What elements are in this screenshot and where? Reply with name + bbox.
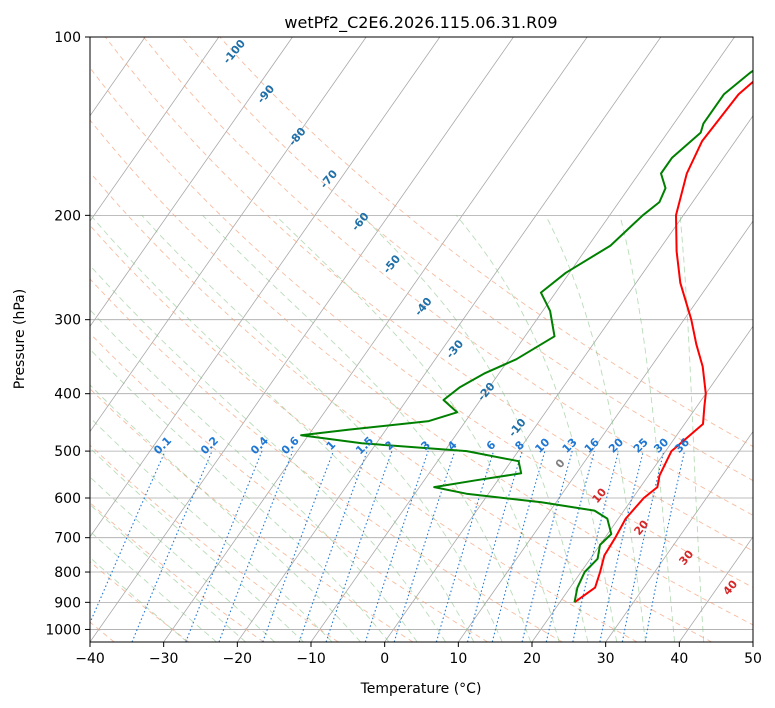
temperature-line bbox=[573, 80, 753, 604]
isotherm-line bbox=[679, 536, 753, 642]
dry-adiabat-line bbox=[143, 37, 753, 516]
mixing-ratio-line bbox=[131, 450, 213, 642]
dry-adiabat-line bbox=[90, 119, 753, 626]
y-tick-label: 200 bbox=[54, 208, 81, 224]
y-axis-ticks: 100 200 300 400 500 600 700 800 900 1000 bbox=[45, 30, 90, 638]
dry-adiabat-line bbox=[90, 224, 638, 642]
y-tick-label: 500 bbox=[54, 444, 81, 460]
isotherm-line bbox=[384, 115, 753, 642]
moist-adiabat-line bbox=[545, 215, 647, 642]
mixing-ratio-line bbox=[185, 450, 263, 642]
moist-adiabat-line bbox=[90, 476, 275, 642]
chart-title: wetPf2_C2E6.2026.115.06.31.R09 bbox=[284, 13, 557, 33]
isotherm-line bbox=[90, 37, 293, 327]
mixing-ratio-line bbox=[218, 450, 294, 642]
y-tick-label: 300 bbox=[54, 313, 81, 329]
isotherm-line bbox=[605, 430, 753, 642]
dry-adiabat-line bbox=[90, 67, 753, 588]
mixing-ratio-line bbox=[466, 450, 523, 642]
mixing-ratio-line bbox=[393, 450, 456, 642]
mixing-ratio-line bbox=[364, 450, 429, 642]
y-tick-label: 400 bbox=[54, 387, 81, 403]
isotherm-line bbox=[237, 37, 662, 642]
dry-adiabat-line bbox=[104, 37, 753, 552]
dry-adiabat-line bbox=[90, 278, 563, 642]
y-tick-label: 900 bbox=[54, 595, 81, 611]
x-tick-label: −40 bbox=[75, 651, 105, 667]
y-tick-label: 600 bbox=[54, 491, 81, 507]
dry-adiabat-line bbox=[90, 171, 712, 642]
background-lines bbox=[90, 37, 753, 642]
mixing-ratio-line bbox=[545, 450, 595, 642]
moist-adiabat-line bbox=[90, 503, 246, 642]
x-tick-label: −20 bbox=[223, 651, 253, 667]
dewpoint-line bbox=[300, 69, 753, 603]
x-tick-label: 10 bbox=[449, 651, 467, 667]
moist-adiabat-line bbox=[141, 214, 503, 642]
moist-adiabat-line bbox=[679, 215, 705, 642]
x-tick-label: 0 bbox=[380, 651, 389, 667]
x-tick-label: 30 bbox=[597, 651, 615, 667]
y-tick-label: 800 bbox=[54, 565, 81, 581]
x-tick-label: −10 bbox=[296, 651, 326, 667]
dry-adiabat-line bbox=[181, 37, 753, 482]
x-tick-label: 40 bbox=[670, 651, 688, 667]
isotherm-line bbox=[163, 37, 588, 642]
moist-adiabat-line bbox=[90, 264, 446, 642]
x-axis-label: Temperature (°C) bbox=[360, 681, 482, 697]
y-tick-label: 700 bbox=[54, 531, 81, 547]
mixing-ratio-line bbox=[572, 450, 620, 642]
dry-adiabat-line bbox=[90, 332, 488, 642]
isotherm-line bbox=[90, 37, 441, 538]
mixing-ratio-line bbox=[491, 450, 546, 642]
moist-adiabat-line bbox=[361, 214, 589, 642]
mixing-ratio-line bbox=[325, 450, 393, 642]
moist-adiabat-line bbox=[619, 215, 676, 642]
moist-adiabat-line bbox=[90, 348, 390, 642]
mixing-ratio-line bbox=[521, 450, 573, 642]
mixing-ratio-line bbox=[435, 450, 495, 642]
x-tick-label: −30 bbox=[149, 651, 179, 667]
mixing-ratio-line bbox=[298, 450, 368, 642]
profile-series bbox=[300, 69, 753, 604]
moist-adiabat-line bbox=[90, 384, 361, 642]
isotherm-line bbox=[90, 37, 367, 433]
x-tick-label: 50 bbox=[744, 651, 762, 667]
y-axis-label: Pressure (hPa) bbox=[12, 289, 28, 389]
mixing-ratio-line bbox=[90, 450, 166, 625]
moist-adiabat-line bbox=[90, 416, 333, 642]
plot-frame bbox=[89, 36, 754, 643]
y-tick-label: 100 bbox=[54, 30, 81, 46]
moist-adiabat-line bbox=[90, 215, 475, 642]
mixing-ratio-line bbox=[599, 450, 644, 642]
x-axis-ticks: −40 −30 −20 −10 0 10 20 30 40 50 bbox=[75, 642, 762, 667]
mixing-ratio-line bbox=[262, 450, 334, 642]
y-tick-label: 1000 bbox=[45, 622, 81, 638]
moist-adiabat-line bbox=[90, 447, 304, 642]
dry-adiabat-line bbox=[90, 561, 190, 642]
dry-adiabat-line bbox=[219, 37, 753, 448]
moist-adiabat-line bbox=[275, 214, 560, 642]
isotherm-line bbox=[458, 220, 753, 642]
x-tick-label: 20 bbox=[523, 651, 541, 667]
isotherm-line bbox=[90, 37, 220, 222]
